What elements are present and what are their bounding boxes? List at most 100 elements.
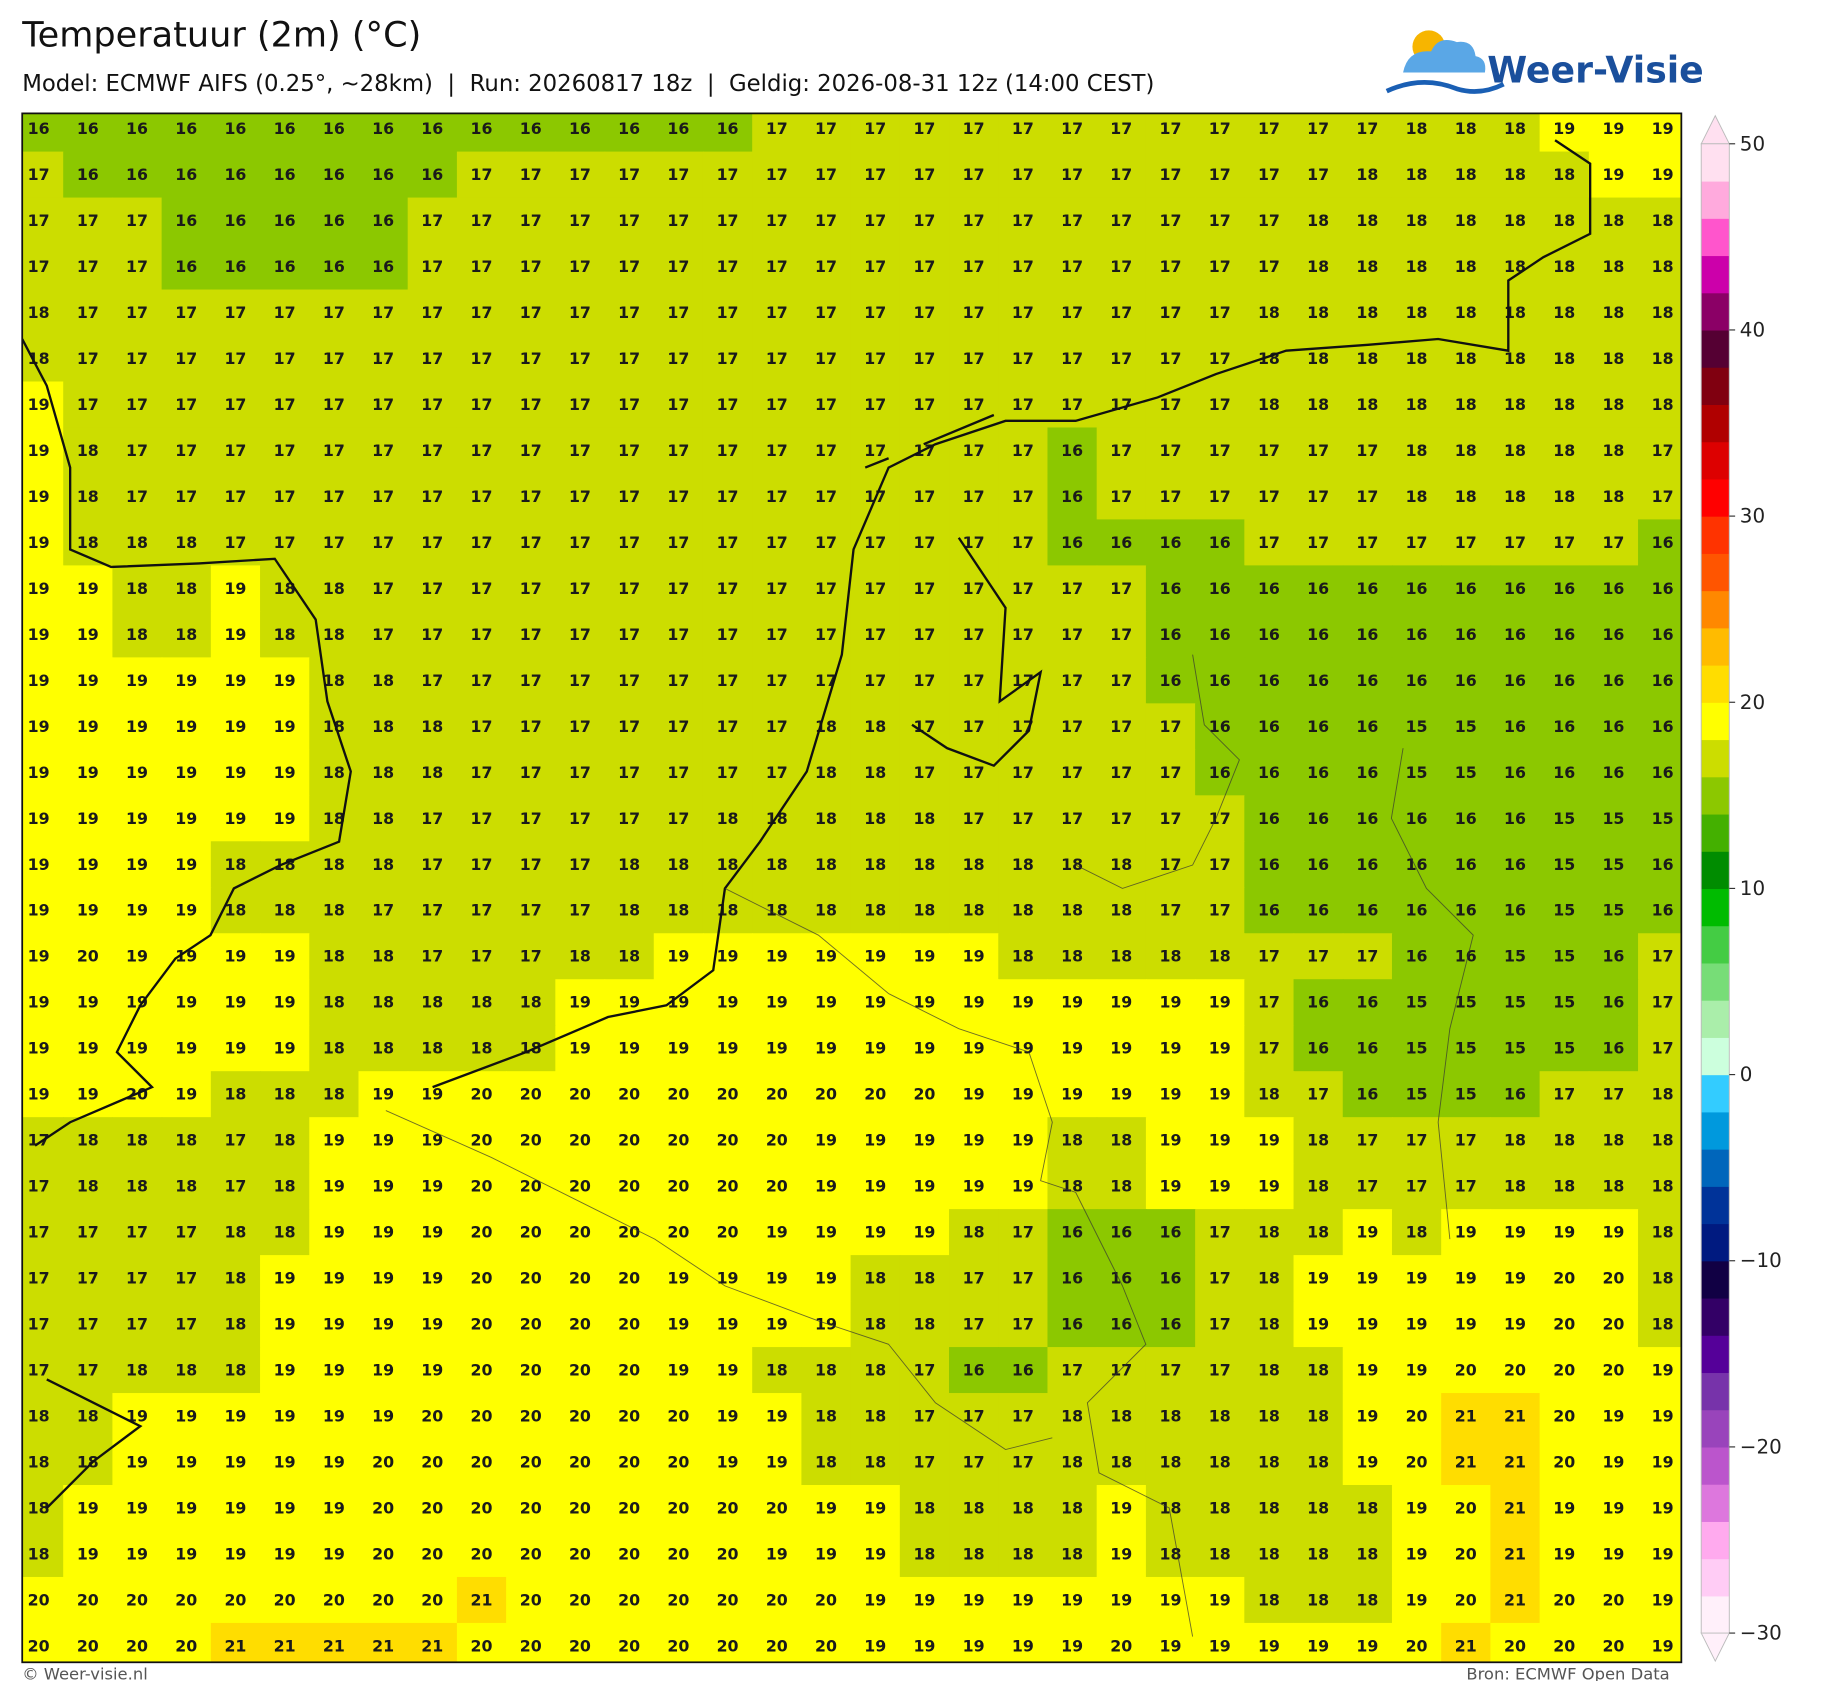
temperature-label: 17 <box>667 625 689 644</box>
temperature-label: 16 <box>1504 717 1526 736</box>
temperature-cell <box>161 519 212 567</box>
temperature-label: 21 <box>224 1636 246 1655</box>
temperature-cell <box>22 197 64 245</box>
temperature-label: 18 <box>1455 211 1477 230</box>
temperature-label: 20 <box>421 1498 443 1517</box>
temperature-label: 17 <box>323 487 345 506</box>
temperature-label: 19 <box>766 1544 788 1563</box>
temperature-label: 19 <box>175 1039 197 1058</box>
temperature-label: 19 <box>421 1085 443 1104</box>
temperature-cell <box>260 611 310 659</box>
temperature-cell <box>161 197 212 245</box>
temperature-cell <box>506 749 557 797</box>
temperature-label: 19 <box>323 1498 345 1517</box>
temperature-cell <box>161 289 212 337</box>
temperature-label: 17 <box>1307 165 1329 184</box>
temperature-cell <box>1342 519 1393 567</box>
temperature-label: 19 <box>1307 1269 1329 1288</box>
temperature-label: 16 <box>1307 1039 1329 1058</box>
temperature-label: 18 <box>1061 1498 1083 1517</box>
temperature-cell <box>260 381 310 429</box>
temperature-label: 20 <box>618 1177 640 1196</box>
temperature-label: 18 <box>1012 1498 1034 1517</box>
temperature-label: 17 <box>815 119 837 138</box>
temperature-label: 17 <box>618 257 640 276</box>
temperature-label: 19 <box>963 993 985 1012</box>
temperature-cell <box>604 979 655 1026</box>
temperature-cell <box>456 887 507 934</box>
temperature-label: 19 <box>175 763 197 782</box>
temperature-cell <box>1441 197 1492 245</box>
temperature-cell <box>801 657 852 705</box>
temperature-label: 17 <box>175 441 197 460</box>
temperature-label: 17 <box>126 441 148 460</box>
temperature-label: 17 <box>175 349 197 368</box>
temperature-cell <box>1539 473 1590 521</box>
temperature-cell <box>1441 151 1492 199</box>
temperature-cell <box>949 933 999 980</box>
temperature-label: 19 <box>864 1131 886 1150</box>
temperature-cell <box>1441 841 1492 888</box>
temperature-cell <box>653 979 704 1026</box>
temperature-label: 19 <box>1406 1498 1428 1517</box>
temperature-label: 18 <box>1504 441 1526 460</box>
temperature-cell <box>506 841 557 888</box>
temperature-cell <box>801 335 852 383</box>
temperature-label: 19 <box>1406 1544 1428 1563</box>
temperature-cell <box>1342 197 1393 245</box>
temperature-label: 20 <box>1455 1361 1477 1380</box>
temperature-cell <box>161 565 212 613</box>
temperature-label: 20 <box>569 1269 591 1288</box>
temperature-label: 15 <box>1553 901 1575 920</box>
temperature-cell <box>112 657 163 705</box>
temperature-label: 19 <box>323 1407 345 1426</box>
temperature-cell <box>653 1025 704 1072</box>
temperature-label: 17 <box>913 257 935 276</box>
temperature-label: 18 <box>28 1498 50 1517</box>
temperature-label: 16 <box>1258 671 1280 690</box>
temperature-label: 17 <box>28 1177 50 1196</box>
temperature-cell <box>309 113 360 153</box>
temperature-cell <box>1145 197 1196 245</box>
temperature-cell <box>702 703 753 751</box>
temperature-label: 20 <box>471 1361 493 1380</box>
temperature-label: 17 <box>1209 119 1231 138</box>
temperature-cell <box>309 197 360 245</box>
temperature-cell <box>260 151 310 199</box>
temperature-label: 17 <box>421 671 443 690</box>
temperature-cell <box>899 703 950 751</box>
temperature-label: 17 <box>667 487 689 506</box>
temperature-cell <box>1047 749 1098 797</box>
temperature-label: 18 <box>717 855 739 874</box>
temperature-cell <box>1145 335 1196 383</box>
temperature-cell <box>1441 979 1492 1026</box>
temperature-cell <box>1096 979 1147 1026</box>
temperature-label: 18 <box>1209 1453 1231 1472</box>
temperature-label: 17 <box>520 579 542 598</box>
temperature-label: 19 <box>1652 1407 1674 1426</box>
temperature-label: 18 <box>372 1039 394 1058</box>
temperature-cell <box>309 1025 360 1072</box>
temperature-label: 16 <box>274 165 296 184</box>
temperature-cell <box>309 381 360 429</box>
temperature-cell <box>161 1071 212 1118</box>
temperature-label: 19 <box>864 993 886 1012</box>
temperature-label: 19 <box>323 1544 345 1563</box>
temperature-label: 17 <box>28 1361 50 1380</box>
temperature-label: 17 <box>421 533 443 552</box>
temperature-label: 17 <box>1602 533 1624 552</box>
temperature-label: 16 <box>323 211 345 230</box>
temperature-label: 16 <box>1356 763 1378 782</box>
temperature-cell <box>506 335 557 383</box>
temperature-label: 17 <box>569 579 591 598</box>
temperature-label: 19 <box>963 1177 985 1196</box>
temperature-cell <box>1588 427 1639 475</box>
temperature-cell <box>949 151 999 199</box>
temperature-label: 18 <box>1602 1177 1624 1196</box>
temperature-label: 18 <box>717 809 739 828</box>
temperature-label: 16 <box>1602 947 1624 966</box>
temperature-label: 19 <box>224 763 246 782</box>
temperature-label: 16 <box>274 211 296 230</box>
temperature-label: 17 <box>864 625 886 644</box>
temperature-cell <box>653 113 704 153</box>
